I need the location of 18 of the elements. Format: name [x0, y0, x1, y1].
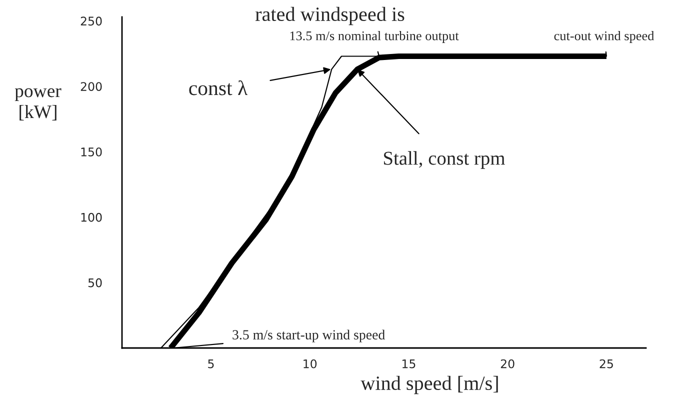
annotation: cut-out wind speed — [554, 31, 654, 43]
annotation: rated windspeed is — [255, 6, 404, 26]
y-axis-title: power [kW] — [14, 88, 62, 120]
annotation: 13.5 m/s nominal turbine output — [290, 31, 459, 43]
annotation: const λ — [189, 80, 248, 96]
x-tick-label: 10 — [304, 359, 317, 368]
y-tick-label: 250 — [80, 16, 102, 26]
y-tick-label: 100 — [81, 212, 102, 222]
y-tick-label: 50 — [88, 278, 102, 288]
annotation: Stall, const rpm — [384, 151, 505, 169]
x-tick-label: 20 — [500, 359, 514, 368]
x-tick-label: 5 — [208, 359, 214, 368]
x-tick-label: 25 — [600, 359, 613, 368]
annotation: 3.5 m/s start-up wind speed — [232, 330, 385, 342]
x-tick-label: 15 — [402, 359, 416, 368]
y-tick-label: 200 — [80, 82, 102, 91]
y-tick-label: 150 — [81, 147, 102, 156]
x-axis-title: wind speed [m/s] — [360, 376, 498, 394]
